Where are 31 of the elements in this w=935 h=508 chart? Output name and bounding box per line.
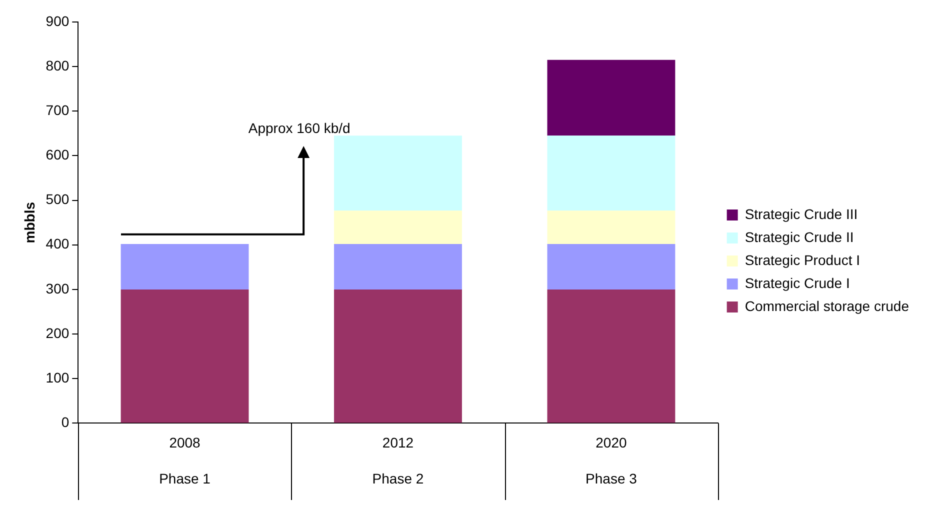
annotation: Approx 160 kb/d — [248, 120, 350, 136]
bar — [547, 60, 676, 136]
y-tick-label: 100 — [46, 369, 70, 386]
y-axis-title: mbbls — [21, 202, 38, 244]
bar — [334, 136, 462, 211]
y-tick-label: 900 — [46, 12, 70, 29]
category-label: 2020 Phase 3 — [586, 434, 637, 487]
bar — [334, 244, 462, 290]
legend-label: Strategic Crude III — [744, 206, 858, 222]
bar — [120, 244, 249, 290]
y-tick-label: 700 — [46, 102, 70, 118]
y-tick-label: 500 — [46, 191, 70, 208]
bar — [334, 289, 462, 423]
y-tick-label: 800 — [46, 57, 70, 74]
legend-label: Commercial storage crude — [744, 298, 910, 314]
category-label: 2008 Phase 1 — [159, 434, 210, 487]
y-tick-label: 200 — [46, 324, 70, 341]
y-tick-label: 400 — [46, 236, 70, 252]
bar — [547, 244, 676, 290]
legend-label: Strategic Product I — [744, 252, 860, 268]
bar — [547, 136, 676, 211]
category-label: 2012 Phase 2 — [372, 434, 424, 487]
bar — [547, 210, 676, 244]
legend-label: Strategic Crude I — [744, 274, 850, 291]
y-tick-label: 0 — [61, 414, 70, 430]
bar — [120, 289, 249, 423]
legend-label: Strategic Crude II — [744, 228, 854, 245]
bar — [547, 289, 676, 423]
bar — [334, 210, 462, 244]
y-tick-label: 600 — [46, 146, 70, 163]
y-tick-label: 300 — [46, 280, 70, 296]
